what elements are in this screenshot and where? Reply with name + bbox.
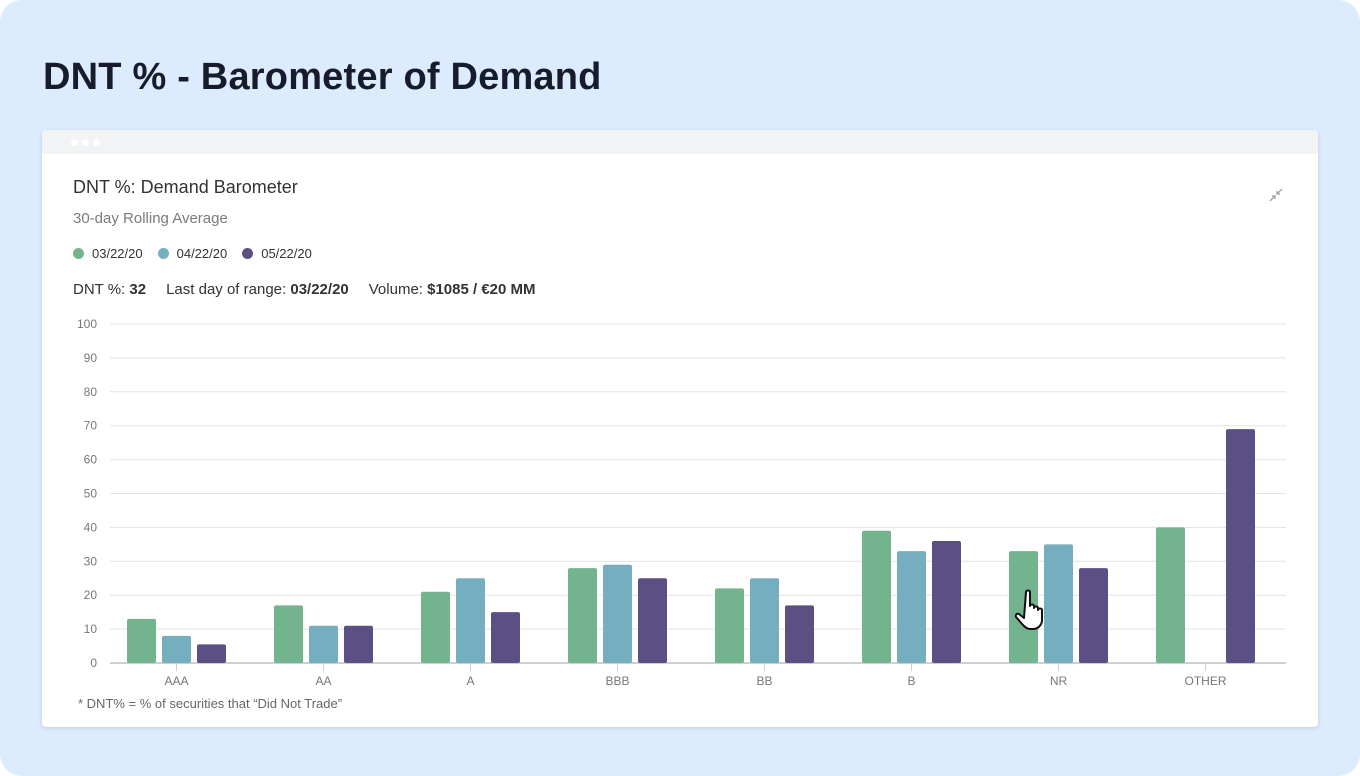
window-titlebar: [42, 130, 1318, 154]
legend-label: 05/22/20: [261, 246, 312, 261]
stats-row: DNT %: 32 Last day of range: 03/22/20 Vo…: [73, 281, 536, 298]
bar-bb-series-3: [785, 605, 814, 663]
bar-b-series-3: [932, 540, 961, 663]
dnt-value: 32: [129, 281, 147, 298]
bar-a-series-1: [421, 591, 450, 663]
collapse-arrows-icon[interactable]: [1266, 185, 1286, 205]
x-tick-label: AA: [315, 674, 331, 688]
legend-dot-icon: [242, 248, 254, 259]
bar-a-series-2: [456, 578, 485, 663]
legend-label: 03/22/20: [92, 246, 143, 261]
legend-dot-icon: [73, 248, 84, 259]
legend-label: 04/22/20: [176, 246, 228, 261]
y-tick-label: 0: [90, 656, 97, 670]
legend-item[interactable]: 05/22/20: [242, 246, 312, 261]
y-tick-label: 70: [84, 419, 98, 433]
bar-aaa-series-3: [197, 644, 226, 663]
bar-bbb-series-1: [568, 568, 597, 663]
y-tick-label: 40: [84, 520, 98, 534]
bar-aa-series-2: [309, 625, 338, 663]
footnote: * DNT% = % of securities that “Did Not T…: [78, 696, 343, 711]
bar-b-series-2: [897, 551, 926, 663]
dnt-stat: DNT %: 32: [73, 281, 147, 298]
window-dot: [93, 139, 100, 146]
hand-cursor-icon: [1012, 588, 1056, 632]
chart-window: DNT %: Demand Barometer 30-day Rolling A…: [42, 130, 1318, 727]
x-tick-label: NR: [1050, 674, 1068, 688]
bar-nr-series-2: [1044, 544, 1073, 663]
y-tick-label: 100: [77, 317, 97, 331]
legend-item[interactable]: 04/22/20: [157, 246, 228, 261]
bar-aaa-series-2: [162, 635, 191, 663]
bar-bbb-series-2: [603, 564, 632, 663]
volume-value: $1085 / €20 MM: [427, 281, 536, 298]
bar-other-series-1: [1156, 527, 1185, 663]
bar-bb-series-1: [715, 588, 744, 663]
x-tick-label: B: [907, 674, 915, 688]
x-tick-label: BB: [756, 674, 772, 688]
x-tick-label: AAA: [164, 674, 188, 688]
y-tick-label: 50: [84, 487, 98, 501]
bar-aa-series-1: [274, 605, 303, 663]
bar-nr-series-1: [1009, 551, 1038, 663]
card-subtitle: 30-day Rolling Average: [73, 210, 228, 227]
bar-aa-series-3: [344, 625, 373, 663]
y-tick-label: 10: [84, 622, 98, 636]
bar-other-series-3: [1226, 429, 1255, 663]
y-tick-label: 20: [84, 588, 98, 602]
x-tick-label: BBB: [605, 674, 629, 688]
bar-aaa-series-1: [127, 618, 156, 663]
volume-stat: Volume: $1085 / €20 MM: [368, 281, 536, 298]
legend-item[interactable]: 03/22/20: [73, 246, 143, 261]
y-tick-label: 30: [84, 554, 98, 568]
legend-dot-icon: [157, 248, 169, 259]
page-title: DNT % - Barometer of Demand: [43, 56, 602, 98]
bar-bbb-series-3: [638, 578, 667, 663]
last-day-stat: Last day of range: 03/22/20: [166, 281, 349, 298]
bar-a-series-3: [491, 612, 520, 663]
window-dot: [82, 139, 89, 146]
window-dot: [71, 139, 78, 146]
x-tick-label: OTHER: [1185, 674, 1227, 688]
y-tick-label: 90: [84, 351, 98, 365]
y-tick-label: 60: [84, 453, 98, 467]
bar-b-series-1: [862, 530, 891, 663]
card-title: DNT %: Demand Barometer: [73, 177, 298, 197]
y-tick-label: 80: [84, 385, 98, 399]
last-day-value: 03/22/20: [290, 281, 349, 298]
bar-bb-series-2: [750, 578, 779, 663]
chart-legend: 03/22/20 04/22/20 05/22/20: [73, 246, 312, 261]
bar-nr-series-3: [1079, 568, 1108, 663]
x-tick-label: A: [466, 674, 474, 688]
